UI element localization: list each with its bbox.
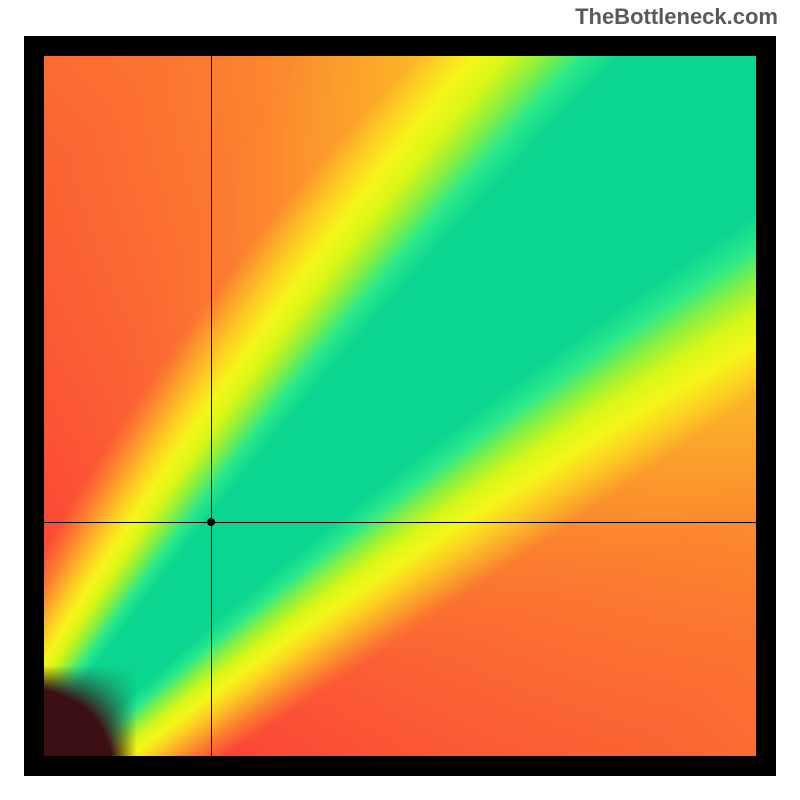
heatmap-plot: [24, 36, 776, 776]
watermark-text: TheBottleneck.com: [575, 4, 778, 30]
crosshair-horizontal: [44, 522, 756, 523]
chart-container: TheBottleneck.com: [0, 0, 800, 800]
heatmap-canvas: [44, 56, 756, 756]
data-point-marker: [207, 518, 215, 526]
crosshair-vertical: [211, 56, 212, 756]
